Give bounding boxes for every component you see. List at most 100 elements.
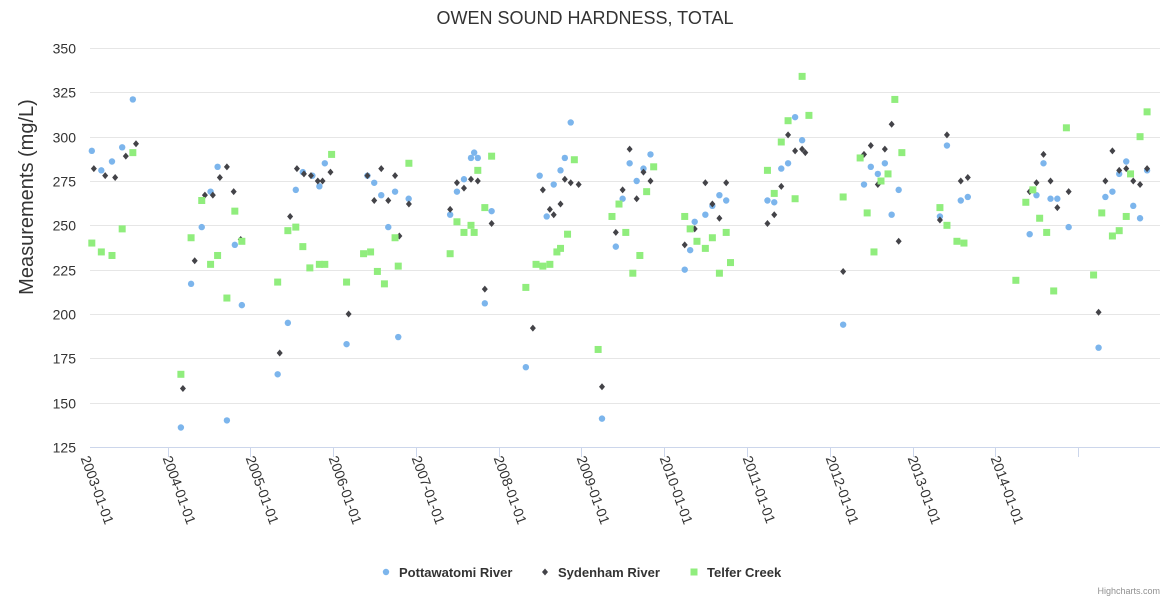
data-point[interactable] xyxy=(198,223,205,231)
data-point[interactable] xyxy=(1127,170,1135,178)
data-point[interactable] xyxy=(964,193,972,201)
data-point[interactable] xyxy=(223,163,230,171)
data-point[interactable] xyxy=(715,269,723,277)
data-point[interactable] xyxy=(307,172,314,180)
data-point[interactable] xyxy=(608,212,616,220)
data-point[interactable] xyxy=(300,170,307,178)
data-point[interactable] xyxy=(446,250,454,258)
data-point[interactable] xyxy=(764,197,771,204)
data-point[interactable] xyxy=(770,189,778,197)
data-point[interactable] xyxy=(798,72,806,80)
data-point[interactable] xyxy=(874,170,882,178)
data-point[interactable] xyxy=(129,149,137,157)
data-point[interactable] xyxy=(522,283,530,291)
data-point[interactable] xyxy=(943,221,951,229)
data-point[interactable] xyxy=(328,150,336,158)
data-point[interactable] xyxy=(802,149,809,157)
data-point[interactable] xyxy=(238,237,246,245)
data-point[interactable] xyxy=(598,383,605,391)
data-point[interactable] xyxy=(708,234,716,242)
data-point[interactable] xyxy=(529,324,536,332)
data-point[interactable] xyxy=(860,181,868,188)
data-point[interactable] xyxy=(622,228,630,236)
data-point[interactable] xyxy=(481,285,488,293)
data-point[interactable] xyxy=(299,243,307,251)
data-point[interactable] xyxy=(198,197,206,205)
data-point[interactable] xyxy=(626,160,633,167)
data-point[interactable] xyxy=(88,239,96,247)
data-point[interactable] xyxy=(702,179,709,187)
data-point[interactable] xyxy=(778,182,785,190)
data-point[interactable] xyxy=(686,246,694,254)
data-point[interactable] xyxy=(306,264,314,272)
data-point[interactable] xyxy=(214,251,222,259)
data-point[interactable] xyxy=(895,186,902,194)
data-point[interactable] xyxy=(367,248,375,256)
data-point[interactable] xyxy=(392,172,399,180)
data-point[interactable] xyxy=(727,259,735,267)
data-point[interactable] xyxy=(274,371,281,378)
data-point[interactable] xyxy=(594,345,602,353)
data-point[interactable] xyxy=(292,186,299,194)
data-point[interactable] xyxy=(1136,215,1144,222)
data-point[interactable] xyxy=(681,241,688,249)
data-point[interactable] xyxy=(467,175,474,183)
data-point[interactable] xyxy=(1109,188,1116,195)
data-point[interactable] xyxy=(177,424,185,431)
data-point[interactable] xyxy=(231,207,239,215)
data-point[interactable] xyxy=(1123,158,1130,165)
data-point[interactable] xyxy=(777,138,785,146)
data-point[interactable] xyxy=(460,228,468,236)
data-point[interactable] xyxy=(112,173,119,181)
data-point[interactable] xyxy=(453,188,461,195)
data-point[interactable] xyxy=(647,177,654,185)
data-point[interactable] xyxy=(187,234,195,242)
data-point[interactable] xyxy=(446,211,454,218)
data-point[interactable] xyxy=(1102,177,1109,185)
data-point[interactable] xyxy=(784,160,792,167)
data-point[interactable] xyxy=(470,228,478,236)
data-point[interactable] xyxy=(877,177,885,185)
data-point[interactable] xyxy=(619,186,626,194)
data-point[interactable] xyxy=(209,191,216,199)
data-point[interactable] xyxy=(629,269,637,277)
data-point[interactable] xyxy=(1102,193,1109,201)
data-point[interactable] xyxy=(315,260,323,268)
data-point[interactable] xyxy=(360,250,368,258)
data-point[interactable] xyxy=(561,154,569,162)
data-point[interactable] xyxy=(681,266,688,273)
data-point[interactable] xyxy=(395,333,402,341)
data-point[interactable] xyxy=(543,213,550,220)
data-point[interactable] xyxy=(394,262,402,270)
data-point[interactable] xyxy=(292,223,300,231)
data-point[interactable] xyxy=(532,260,540,268)
data-point[interactable] xyxy=(1040,160,1047,167)
data-point[interactable] xyxy=(460,184,467,192)
legend-item-pottawatomi-river[interactable]: Pottawatomi River xyxy=(382,565,513,580)
data-point[interactable] xyxy=(1026,231,1033,238)
data-point[interactable] xyxy=(1043,228,1051,236)
data-point[interactable] xyxy=(371,179,378,186)
data-point[interactable] xyxy=(481,300,489,307)
data-point[interactable] xyxy=(230,188,237,196)
data-point[interactable] xyxy=(550,181,557,188)
data-point[interactable] xyxy=(1065,223,1072,231)
data-point[interactable] xyxy=(179,384,186,392)
data-point[interactable] xyxy=(391,234,399,242)
data-point[interactable] xyxy=(1022,198,1030,206)
data-point[interactable] xyxy=(612,228,619,236)
data-point[interactable] xyxy=(778,165,785,172)
data-point[interactable] xyxy=(867,142,874,150)
data-point[interactable] xyxy=(1143,108,1151,116)
data-point[interactable] xyxy=(771,199,778,206)
data-point[interactable] xyxy=(1047,195,1054,202)
data-point[interactable] xyxy=(118,144,126,151)
data-point[interactable] xyxy=(792,147,799,155)
data-point[interactable] xyxy=(1029,186,1037,194)
data-point[interactable] xyxy=(763,166,771,174)
data-point[interactable] xyxy=(561,175,568,183)
data-point[interactable] xyxy=(405,159,413,167)
data-point[interactable] xyxy=(723,179,730,187)
data-point[interactable] xyxy=(314,177,321,185)
data-point[interactable] xyxy=(207,260,215,268)
